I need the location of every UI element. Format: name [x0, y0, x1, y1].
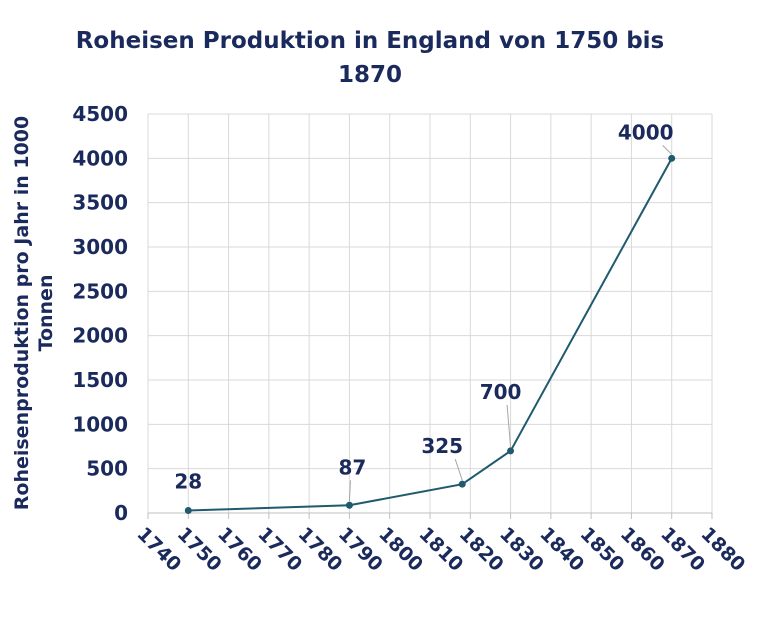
data-label: 700: [480, 380, 522, 404]
data-label: 28: [174, 470, 202, 494]
axes: 0 500 1000 1500 2000 2500 3000 3500 4000 4500 1740…: [72, 102, 749, 576]
y-tick-label: 3000: [72, 235, 128, 259]
leader-line: [506, 404, 512, 447]
x-tick-label: 1800: [374, 523, 427, 576]
x-tick-label: 1770: [253, 523, 306, 576]
y-tick-label: 500: [86, 457, 128, 481]
data-labels: 28 87 325 700 4000: [174, 120, 674, 502]
y-tick-label: 3500: [72, 191, 128, 215]
y-tick-label: 2000: [72, 324, 128, 348]
data-point: [668, 154, 676, 162]
data-label: 325: [421, 434, 463, 458]
data-label: 87: [339, 455, 367, 479]
data-label: 4000: [618, 120, 674, 144]
x-tick-label: 1790: [334, 523, 387, 576]
y-tick-label: 0: [114, 501, 128, 525]
x-tick-label: 1750: [173, 523, 226, 576]
x-tick-label: 1810: [414, 523, 467, 576]
x-tick-label: 1850: [576, 523, 629, 576]
data-point: [345, 501, 353, 509]
x-tick-label: 1860: [616, 523, 669, 576]
y-axis-label: Roheisenproduktion pro Jahr in 1000 Tonne…: [11, 116, 57, 510]
x-tick-label: 1880: [696, 523, 749, 576]
data-point: [184, 507, 192, 515]
leader-line: [348, 480, 351, 502]
y-tick-label: 4000: [72, 146, 128, 170]
y-tick-label: 4500: [72, 102, 128, 126]
y-tick-label: 1000: [72, 412, 128, 436]
x-tick-label: 1820: [455, 523, 508, 576]
chart-title: Roheisen Produktion in England von 1750 …: [75, 28, 665, 88]
y-tick-label: 1500: [72, 368, 128, 392]
leader-line: [454, 459, 463, 481]
x-tick-label: 1840: [535, 523, 588, 576]
x-tick-label: 1740: [132, 523, 185, 576]
y-tick-label: 2500: [72, 279, 128, 303]
data-point: [458, 480, 466, 488]
x-tick-label: 1780: [294, 523, 347, 576]
data-point: [507, 447, 515, 455]
x-tick-label: 1760: [213, 523, 266, 576]
grid: [147, 113, 713, 514]
series: [184, 154, 676, 515]
x-tick-label: 1830: [495, 523, 548, 576]
x-tick-label: 1870: [656, 523, 709, 576]
leader-line: [662, 144, 673, 155]
